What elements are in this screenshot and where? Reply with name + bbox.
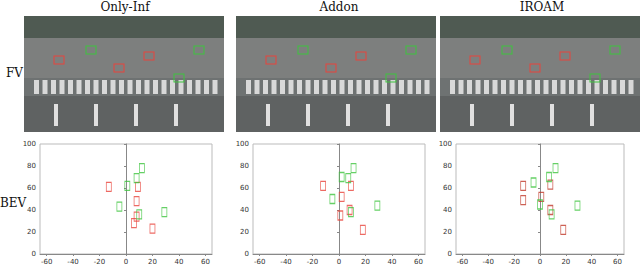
svg-text:100: 100 bbox=[439, 140, 452, 148]
svg-text:40: 40 bbox=[27, 206, 36, 214]
svg-text:60: 60 bbox=[27, 184, 36, 192]
svg-text:80: 80 bbox=[27, 162, 36, 170]
svg-text:80: 80 bbox=[443, 162, 452, 170]
svg-text:0: 0 bbox=[32, 250, 36, 258]
html-text:BEV: BEV bbox=[0, 196, 27, 210]
svg-text:-20: -20 bbox=[307, 258, 318, 266]
svg-text:40: 40 bbox=[240, 206, 249, 214]
svg-text:-40: -40 bbox=[67, 258, 78, 266]
svg-text:0: 0 bbox=[337, 258, 341, 266]
svg-text:-60: -60 bbox=[457, 258, 468, 266]
svg-text:-40: -40 bbox=[280, 258, 291, 266]
svg-text:0: 0 bbox=[245, 250, 249, 258]
svg-text:20: 20 bbox=[27, 228, 36, 236]
svg-text:20: 20 bbox=[148, 258, 157, 266]
svg-text:40: 40 bbox=[387, 258, 396, 266]
html-text:FV: FV bbox=[6, 66, 23, 80]
svg-text:20: 20 bbox=[443, 228, 452, 236]
svg-text:60: 60 bbox=[613, 258, 622, 266]
svg-text:0: 0 bbox=[538, 258, 542, 266]
svg-text:40: 40 bbox=[174, 258, 183, 266]
svg-text:-40: -40 bbox=[483, 258, 494, 266]
svg-text:40: 40 bbox=[443, 206, 452, 214]
svg-text:60: 60 bbox=[201, 258, 210, 266]
svg-text:100: 100 bbox=[236, 140, 249, 148]
svg-text:-20: -20 bbox=[94, 258, 105, 266]
html-text:Addon: Addon bbox=[319, 0, 359, 14]
svg-text:100: 100 bbox=[23, 140, 36, 148]
svg-text:40: 40 bbox=[587, 258, 596, 266]
svg-text:20: 20 bbox=[361, 258, 370, 266]
svg-text:60: 60 bbox=[414, 258, 423, 266]
svg-text:-60: -60 bbox=[254, 258, 265, 266]
svg-text:60: 60 bbox=[240, 184, 249, 192]
svg-text:-60: -60 bbox=[41, 258, 52, 266]
html-text:IROAM: IROAM bbox=[519, 0, 565, 14]
svg-text:0: 0 bbox=[448, 250, 452, 258]
svg-text:0: 0 bbox=[124, 258, 128, 266]
svg-text:20: 20 bbox=[561, 258, 570, 266]
svg-text:-20: -20 bbox=[508, 258, 519, 266]
svg-text:80: 80 bbox=[240, 162, 249, 170]
html-text:Only-Inf: Only-Inf bbox=[100, 0, 150, 14]
svg-text:60: 60 bbox=[443, 184, 452, 192]
svg-text:20: 20 bbox=[240, 228, 249, 236]
